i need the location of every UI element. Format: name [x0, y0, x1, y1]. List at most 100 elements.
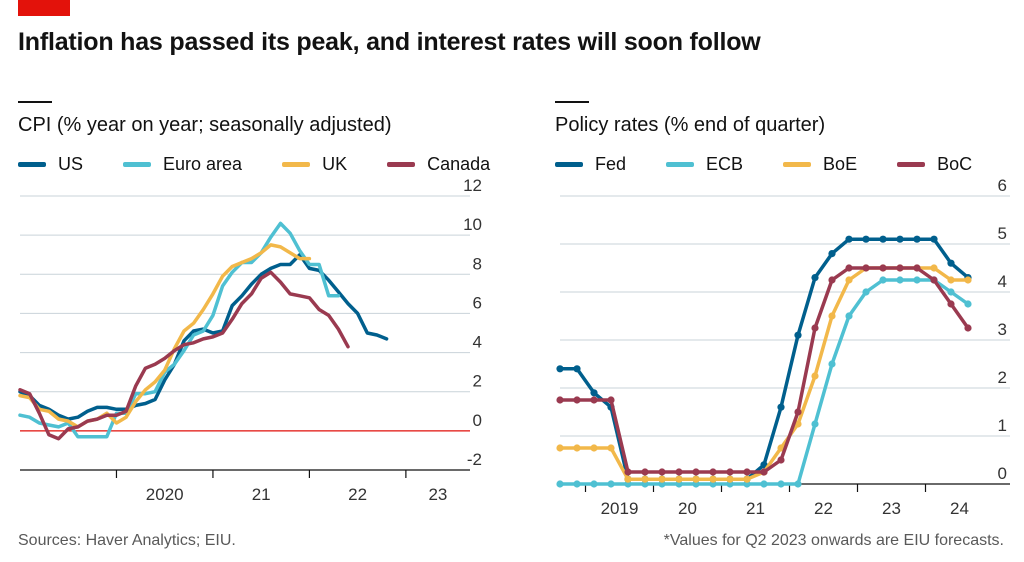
data-point-boe	[658, 475, 666, 483]
data-point-boe	[828, 312, 836, 320]
data-point-ecb	[777, 480, 785, 488]
data-point-boc	[607, 396, 615, 404]
data-point-ecb	[760, 480, 768, 488]
x-tick-label: 23	[882, 499, 901, 518]
legend-swatch-us	[18, 162, 46, 167]
data-point-boc	[692, 468, 700, 476]
data-point-boc	[811, 324, 819, 332]
data-point-boc	[828, 276, 836, 284]
data-point-ecb	[556, 480, 564, 488]
y-tick-label: -2	[467, 450, 482, 469]
data-point-boc	[641, 468, 649, 476]
y-tick-label: 10	[463, 215, 482, 234]
y-tick-label: 6	[998, 176, 1007, 195]
legend-swatch-euro-area	[123, 162, 152, 167]
data-point-boe	[692, 475, 700, 483]
data-point-ecb	[964, 300, 972, 308]
data-point-boc	[590, 396, 598, 404]
policy-legend: Fed ECB BoE BoC	[555, 154, 1012, 175]
data-point-ecb	[590, 480, 598, 488]
legend-swatch-canada	[387, 162, 416, 167]
data-point-boc	[947, 300, 955, 308]
data-point-ecb	[947, 288, 955, 296]
data-point-boe	[573, 444, 581, 452]
series-line-boc	[558, 266, 970, 474]
data-point-ecb	[811, 420, 819, 428]
legend-label-ecb: ECB	[706, 154, 744, 174]
legend-swatch-fed	[555, 162, 583, 167]
data-point-boc	[845, 264, 853, 272]
legend-item-boe: BoE	[783, 154, 857, 175]
chart-headline: Inflation has passed its peak, and inter…	[18, 28, 761, 56]
legend-item-euro-area: Euro area	[123, 154, 242, 175]
data-point-fed	[777, 403, 785, 411]
brand-tag	[18, 0, 70, 16]
legend-label-boc: BoC	[937, 154, 973, 174]
legend-label-fed: Fed	[595, 154, 627, 174]
data-point-boc	[777, 456, 785, 464]
data-point-boe	[624, 475, 632, 483]
data-point-boc	[760, 468, 768, 476]
y-tick-label: 0	[473, 411, 482, 430]
x-tick-label: 20	[678, 499, 697, 518]
data-point-fed	[845, 235, 853, 243]
data-point-boc	[794, 408, 802, 416]
y-tick-label: 12	[463, 176, 482, 195]
legend-label-uk: UK	[322, 154, 348, 174]
x-tick-label: 23	[428, 485, 447, 504]
data-point-fed	[913, 235, 921, 243]
data-point-boc	[556, 396, 564, 404]
data-point-boc	[964, 324, 972, 332]
source-note: Sources: Haver Analytics; EIU.	[18, 532, 236, 549]
data-point-boc	[862, 264, 870, 272]
x-tick-label: 21	[252, 485, 271, 504]
data-point-fed	[828, 250, 836, 258]
data-point-boe	[556, 444, 564, 452]
legend-label-canada: Canada	[427, 154, 491, 174]
data-point-boe	[964, 276, 972, 284]
legend-item-uk: UK	[282, 154, 347, 175]
data-point-fed	[811, 274, 819, 282]
y-tick-label: 3	[998, 320, 1007, 339]
data-point-boc	[930, 276, 938, 284]
policy-panel-title: Policy rates (% end of quarter)	[555, 114, 826, 136]
legend-item-boc: BoC	[897, 154, 972, 175]
data-point-boe	[930, 264, 938, 272]
data-point-ecb	[913, 276, 921, 284]
forecast-footnote: *Values for Q2 2023 onwards are EIU fore…	[663, 532, 1004, 549]
data-point-fed	[879, 235, 887, 243]
data-point-boe	[947, 276, 955, 284]
x-tick-label: 2019	[601, 499, 639, 518]
data-point-boc	[879, 264, 887, 272]
y-tick-label: 4	[473, 333, 482, 352]
data-point-boc	[675, 468, 683, 476]
y-tick-label: 5	[998, 224, 1007, 243]
data-point-ecb	[573, 480, 581, 488]
series-line-euro-area	[18, 221, 341, 439]
data-point-boe	[709, 475, 717, 483]
data-point-boe	[811, 372, 819, 380]
legend-item-fed: Fed	[555, 154, 626, 175]
data-point-boc	[624, 468, 632, 476]
data-point-fed	[573, 365, 581, 373]
y-tick-label: 0	[998, 464, 1007, 483]
right-panel-rule	[555, 101, 589, 103]
data-point-boe	[590, 444, 598, 452]
data-point-boe	[743, 475, 751, 483]
data-point-boc	[573, 396, 581, 404]
series-line-canada	[18, 270, 350, 441]
data-point-boc	[658, 468, 666, 476]
data-point-boc	[743, 468, 751, 476]
data-point-ecb	[607, 480, 615, 488]
cpi-chart: -2 0 2 4 6 8 10 12 2020 21 22 23	[18, 176, 482, 504]
data-point-fed	[590, 389, 598, 397]
x-tick-label: 22	[814, 499, 833, 518]
cpi-legend: US Euro area UK Canada	[18, 154, 530, 175]
data-point-fed	[930, 235, 938, 243]
data-point-ecb	[896, 276, 904, 284]
y-tick-label: 2	[998, 368, 1007, 387]
y-tick-label: 6	[473, 293, 482, 312]
data-point-boe	[675, 475, 683, 483]
